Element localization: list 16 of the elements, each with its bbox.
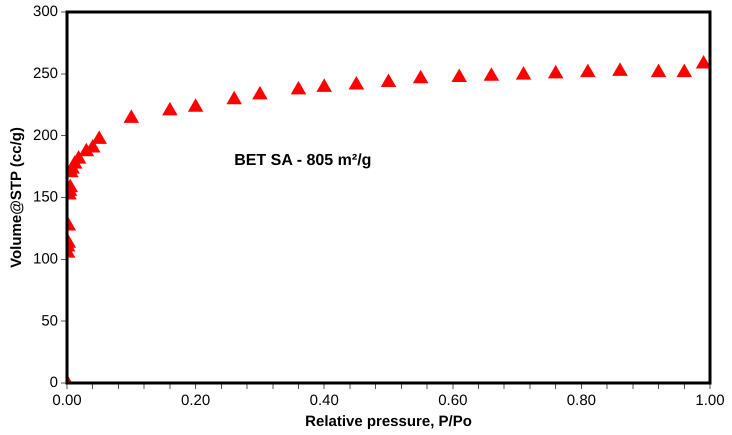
y-tick-label: 200 — [32, 126, 58, 144]
x-tick-label: 0.40 — [310, 392, 339, 410]
y-axis-title: Volume@STP (cc/g) — [8, 127, 26, 268]
y-tick-label: 0 — [50, 374, 58, 392]
x-tick-label: 0.20 — [181, 392, 210, 410]
x-tick-label: 0.80 — [566, 392, 596, 410]
y-tick-label: 250 — [32, 64, 58, 82]
x-tick-label: 1.00 — [695, 392, 725, 410]
x-tick-label: 0.60 — [438, 392, 468, 410]
x-tick-label: 0.00 — [52, 392, 82, 410]
annotation: BET SA - 805 m²/g — [234, 152, 372, 169]
y-tick-label: 300 — [32, 3, 58, 20]
y-tick-label: 100 — [32, 250, 58, 268]
x-axis-title: Relative pressure, P/Po — [305, 413, 472, 430]
y-tick-label: 50 — [41, 312, 58, 330]
y-tick-label: 150 — [32, 188, 58, 206]
